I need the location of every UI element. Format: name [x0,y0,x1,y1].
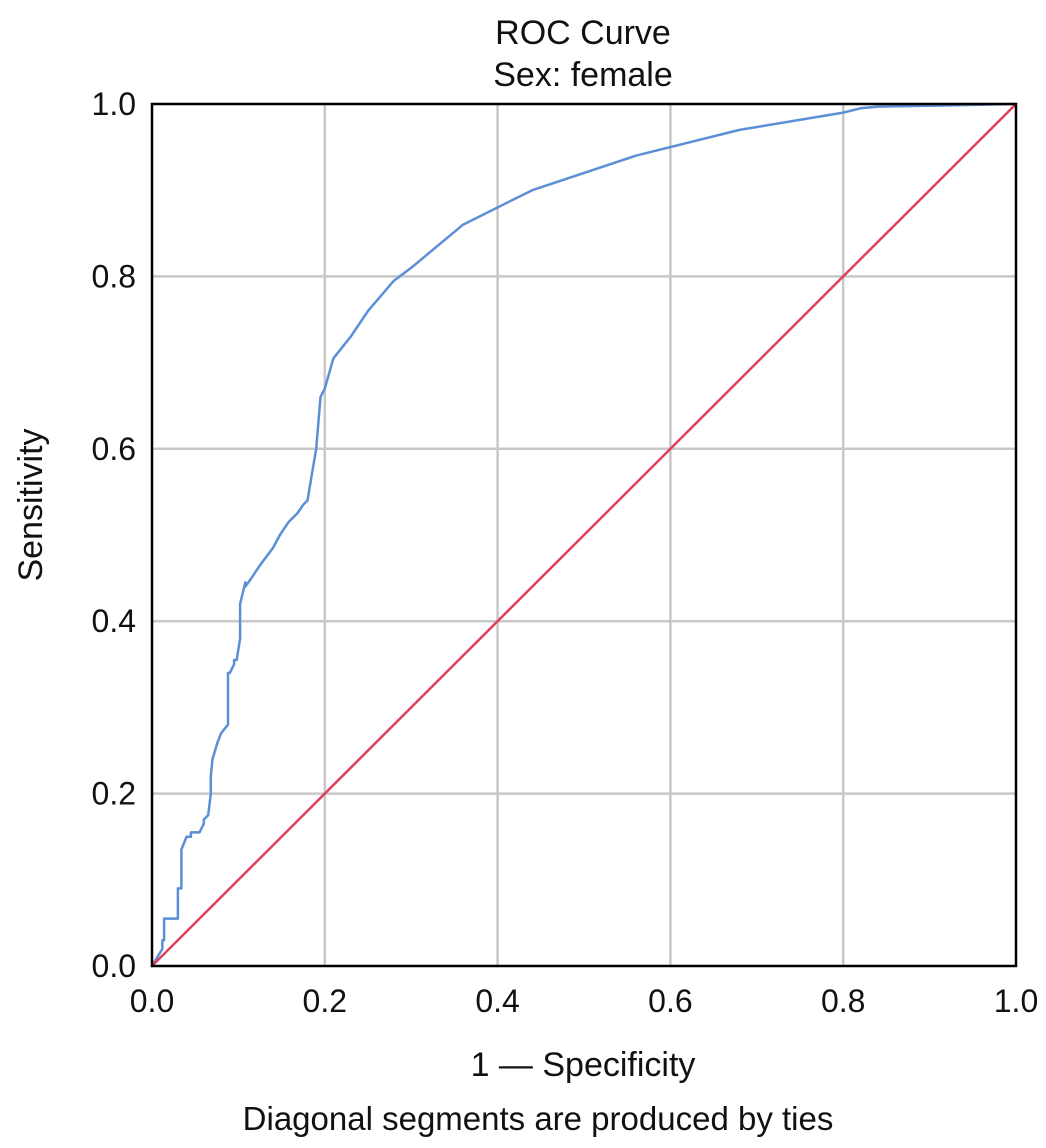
plot-area-frame [150,102,1018,968]
x-tick-label: 0.0 [130,983,174,1019]
x-tick-label: 0.2 [303,983,347,1019]
reference-diagonal-line [150,102,1018,968]
chart-subtitle: Sex: female [493,56,673,94]
footnote: Diagonal segments are produced by ties [243,1100,834,1137]
gridlines [152,104,1016,966]
x-tick-label: 1.0 [994,983,1038,1019]
x-tick-label: 0.6 [648,983,692,1019]
y-tick-label: 0.0 [92,948,136,984]
y-tick-label: 0.8 [92,258,136,294]
y-tick-label: 0.4 [92,603,136,639]
x-axis-ticks: 0.0 0.2 0.4 0.6 0.8 1.0 [130,983,1038,1019]
y-axis-label: Sensitivity [12,428,50,581]
y-axis-ticks: 0.0 0.2 0.4 0.6 0.8 1.0 [92,86,136,984]
plot-series [150,102,1018,968]
chart-title: ROC Curve [495,14,671,52]
y-tick-label: 0.2 [92,776,136,812]
x-tick-label: 0.8 [821,983,865,1019]
y-tick-label: 1.0 [92,86,136,122]
x-axis-label: 1 — Specificity [471,1046,696,1084]
y-tick-label: 0.6 [92,431,136,467]
x-tick-label: 0.4 [475,983,519,1019]
roc-curve-line [150,102,1018,968]
